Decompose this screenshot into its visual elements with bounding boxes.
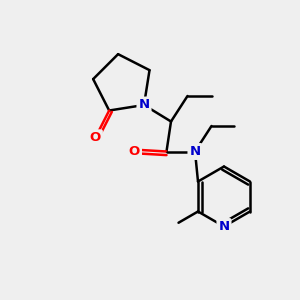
- Text: N: N: [138, 98, 150, 112]
- Text: N: N: [189, 145, 201, 158]
- Text: N: N: [218, 220, 230, 233]
- Text: O: O: [90, 131, 101, 144]
- Text: O: O: [129, 145, 140, 158]
